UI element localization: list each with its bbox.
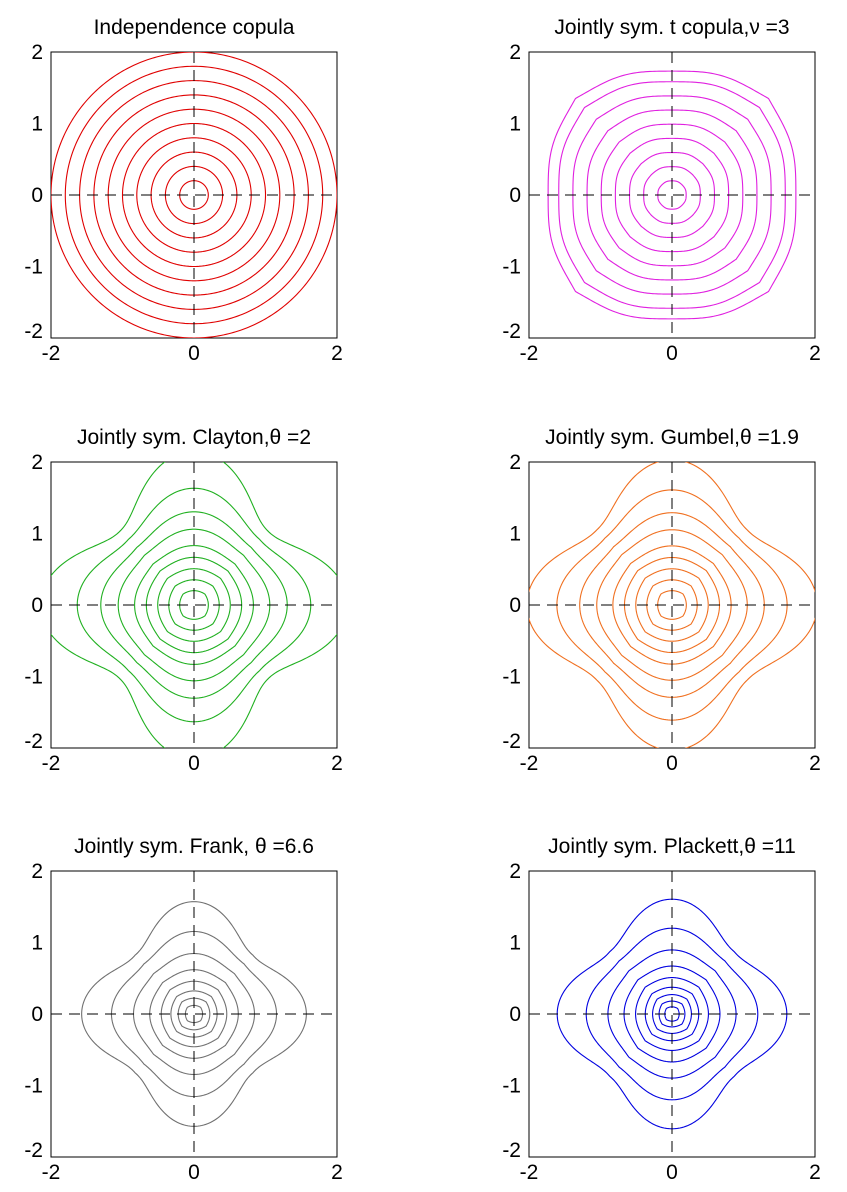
x-tick-label: -2 bbox=[520, 342, 539, 365]
x-tick-label: 2 bbox=[809, 752, 821, 775]
x-tick-label: -2 bbox=[42, 1161, 61, 1184]
y-tick-label: 1 bbox=[509, 113, 521, 136]
contour-line bbox=[652, 994, 692, 1034]
y-tick-label: -2 bbox=[502, 1139, 521, 1162]
tick-labels: -2 0 2 2 1 0 -1 -2 bbox=[502, 451, 821, 775]
contour-line bbox=[644, 986, 700, 1042]
contour-line bbox=[646, 579, 698, 631]
contour-line bbox=[612, 545, 732, 665]
contour-line bbox=[529, 462, 815, 748]
panel-independence: Independence copula -2 0 2 2 1 0 -1 -2 bbox=[24, 16, 343, 365]
y-tick-label: -1 bbox=[502, 1075, 521, 1098]
x-tick-label: 2 bbox=[809, 342, 821, 365]
contour-line bbox=[117, 528, 271, 682]
contour-group bbox=[51, 462, 337, 748]
contour-line bbox=[136, 137, 252, 253]
panel-title: Jointly sym. Plackett,θ =11 bbox=[548, 835, 796, 858]
panel-frank: Jointly sym. Frank, θ =6.6 -2 0 2 2 1 0 … bbox=[24, 835, 343, 1184]
y-tick-label: 0 bbox=[509, 1003, 521, 1026]
y-tick-label: 0 bbox=[31, 184, 43, 207]
y-tick-label: -1 bbox=[502, 256, 521, 279]
y-tick-label: 1 bbox=[31, 113, 43, 136]
x-tick-label: -2 bbox=[42, 752, 61, 775]
panel-title: Jointly sym. t copula,ν =3 bbox=[554, 16, 789, 39]
y-tick-label: -2 bbox=[24, 730, 43, 753]
x-tick-label: 2 bbox=[809, 1161, 821, 1184]
x-tick-label: -2 bbox=[520, 1161, 539, 1184]
panel-title: Jointly sym. Clayton,θ =2 bbox=[77, 426, 311, 449]
contour-line bbox=[168, 579, 220, 631]
y-tick-label: 0 bbox=[509, 184, 521, 207]
y-tick-label: 2 bbox=[509, 860, 521, 883]
contour-line bbox=[170, 990, 218, 1038]
y-tick-label: -2 bbox=[502, 320, 521, 343]
tick-labels: -2 0 2 2 1 0 -1 -2 bbox=[24, 451, 343, 775]
y-tick-label: -1 bbox=[24, 1075, 43, 1098]
contour-line bbox=[596, 529, 748, 681]
y-tick-label: 1 bbox=[509, 523, 521, 546]
y-tick-label: 1 bbox=[31, 523, 43, 546]
contour-line bbox=[157, 568, 231, 642]
y-tick-label: 1 bbox=[509, 932, 521, 955]
y-tick-label: 2 bbox=[31, 451, 43, 474]
x-tick-label: -2 bbox=[520, 752, 539, 775]
x-tick-label: 0 bbox=[666, 342, 678, 365]
panel-title: Jointly sym. Frank, θ =6.6 bbox=[74, 835, 314, 858]
tick-labels: -2 0 2 2 1 0 -1 -2 bbox=[502, 41, 821, 365]
contour-line bbox=[100, 511, 288, 699]
x-tick-label: -2 bbox=[42, 342, 61, 365]
panel-title: Independence copula bbox=[94, 16, 295, 39]
tick-labels: -2 0 2 2 1 0 -1 -2 bbox=[24, 860, 343, 1184]
y-tick-label: -1 bbox=[24, 256, 43, 279]
y-tick-label: 0 bbox=[31, 1003, 43, 1026]
contour-line bbox=[121, 122, 267, 268]
y-tick-label: 0 bbox=[31, 594, 43, 617]
panel-gumbel: Jointly sym. Gumbel,θ =1.9 -2 0 2 2 1 0 … bbox=[502, 426, 821, 775]
x-tick-label: 2 bbox=[331, 1161, 343, 1184]
x-tick-label: 0 bbox=[666, 752, 678, 775]
tick-labels: -2 0 2 2 1 0 -1 -2 bbox=[24, 41, 343, 365]
contour-line bbox=[635, 568, 709, 642]
panel-clayton: Jointly sym. Clayton,θ =2 -2 0 2 2 1 0 -… bbox=[24, 426, 343, 775]
panel-plackett: Jointly sym. Plackett,θ =11 -2 0 2 2 1 0… bbox=[502, 835, 821, 1184]
y-tick-label: -2 bbox=[24, 1139, 43, 1162]
y-tick-label: 2 bbox=[31, 41, 43, 64]
y-tick-label: -1 bbox=[502, 666, 521, 689]
x-tick-label: 0 bbox=[188, 1161, 200, 1184]
y-tick-label: -2 bbox=[502, 730, 521, 753]
x-tick-label: 2 bbox=[331, 342, 343, 365]
y-tick-label: 2 bbox=[509, 451, 521, 474]
contour-line bbox=[51, 462, 337, 748]
contour-line bbox=[64, 65, 324, 325]
x-tick-label: 0 bbox=[666, 1161, 678, 1184]
y-tick-label: 0 bbox=[509, 594, 521, 617]
y-tick-label: 1 bbox=[31, 932, 43, 955]
y-tick-label: -1 bbox=[24, 666, 43, 689]
y-tick-label: 2 bbox=[31, 860, 43, 883]
x-tick-label: 2 bbox=[331, 752, 343, 775]
y-tick-label: 2 bbox=[509, 41, 521, 64]
panel-t-copula: Jointly sym. t copula,ν =3 -2 0 2 2 1 0 … bbox=[502, 16, 821, 365]
contour-line bbox=[134, 545, 254, 665]
x-tick-label: 0 bbox=[188, 342, 200, 365]
contour-line bbox=[81, 901, 307, 1127]
contour-line bbox=[579, 512, 765, 698]
tick-labels: -2 0 2 2 1 0 -1 -2 bbox=[502, 860, 821, 1184]
y-tick-label: -2 bbox=[24, 320, 43, 343]
contour-line bbox=[614, 137, 730, 253]
panel-title: Jointly sym. Gumbel,θ =1.9 bbox=[545, 426, 799, 449]
contour-line bbox=[558, 81, 786, 309]
x-tick-label: 0 bbox=[188, 752, 200, 775]
contour-line bbox=[635, 977, 709, 1051]
contour-line bbox=[51, 52, 337, 338]
